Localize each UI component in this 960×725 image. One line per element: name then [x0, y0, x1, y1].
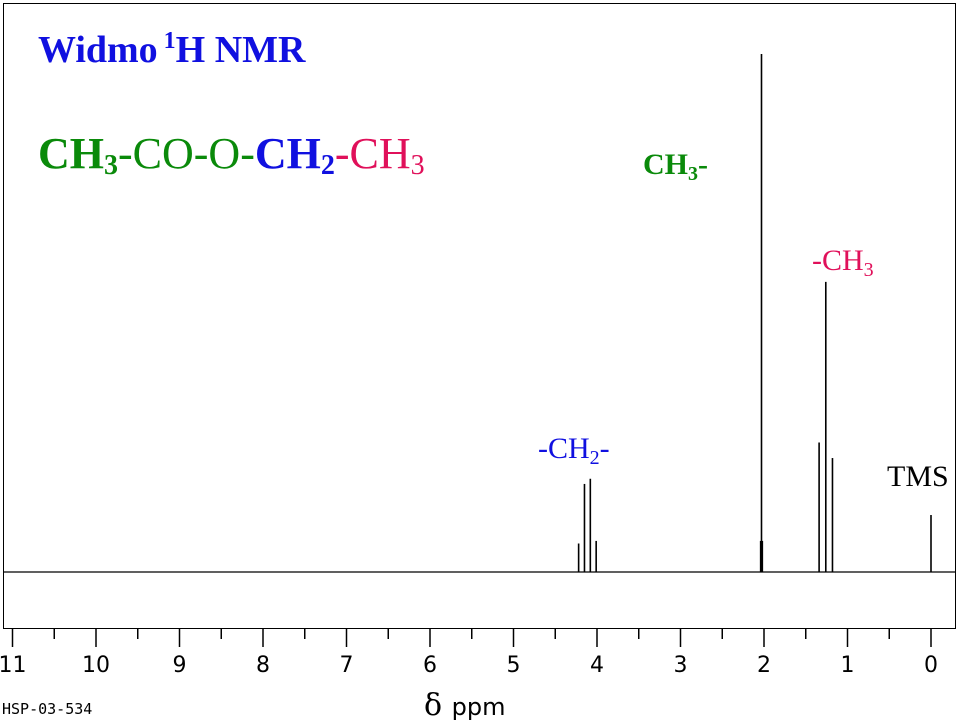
- peak-label-ethyl-ch3: -CH3: [812, 244, 874, 282]
- peak-label-text: CH: [643, 148, 688, 181]
- x-tick-label: 5: [507, 653, 521, 678]
- peak-label-sub: 3: [863, 259, 874, 281]
- peak-label-text: TMS: [887, 460, 949, 493]
- peak-label-text: -CH: [538, 432, 590, 465]
- x-axis-label-symbol: δ: [424, 688, 452, 723]
- x-tick-label: 7: [340, 653, 354, 678]
- title-suffix: H NMR: [175, 29, 306, 71]
- peak-label-acetyl-ch3: CH3-: [643, 148, 708, 186]
- title-text: Widmo: [38, 29, 158, 71]
- x-axis-label-unit: ppm: [451, 693, 506, 721]
- x-tick-label: 8: [256, 653, 270, 678]
- formula-segment: -CO-O-: [118, 129, 255, 178]
- x-tick-label: 1: [841, 653, 855, 678]
- x-tick-label: 10: [82, 653, 110, 678]
- peak-label-ch2: -CH2-: [538, 432, 610, 470]
- formula-segment: 2: [320, 150, 335, 181]
- formula-segment: 3: [104, 150, 118, 181]
- chart-title: Widmo 1H NMR: [38, 28, 305, 72]
- x-tick-label: 9: [173, 653, 187, 678]
- peak-label-tms: TMS: [887, 460, 949, 494]
- peak-label-text: -CH: [812, 244, 864, 277]
- sample-id: HSP-03-534: [2, 700, 93, 718]
- formula-segment: -CH: [334, 129, 411, 178]
- molecule-formula: CH3-CO-O-CH2-CH3: [38, 128, 425, 182]
- peak-label-sub: 3: [688, 163, 698, 185]
- x-tick-label: 6: [423, 653, 437, 678]
- x-tick-label: 0: [924, 653, 938, 678]
- title-isotope-superscript: 1: [163, 28, 176, 54]
- plot-frame: [3, 3, 956, 629]
- formula-segment: 3: [410, 150, 425, 181]
- peak-label-suffix: -: [698, 148, 708, 181]
- peak-label-suffix: -: [599, 432, 610, 465]
- x-tick-label: 4: [590, 653, 604, 678]
- x-axis-label: δ ppm: [424, 688, 505, 723]
- formula-segment: CH: [38, 129, 104, 178]
- x-tick-label: 3: [674, 653, 688, 678]
- peak-label-sub: 2: [589, 447, 600, 469]
- x-tick-label: 11: [0, 653, 27, 678]
- x-tick-label: 2: [757, 653, 771, 678]
- formula-segment: CH: [254, 129, 321, 178]
